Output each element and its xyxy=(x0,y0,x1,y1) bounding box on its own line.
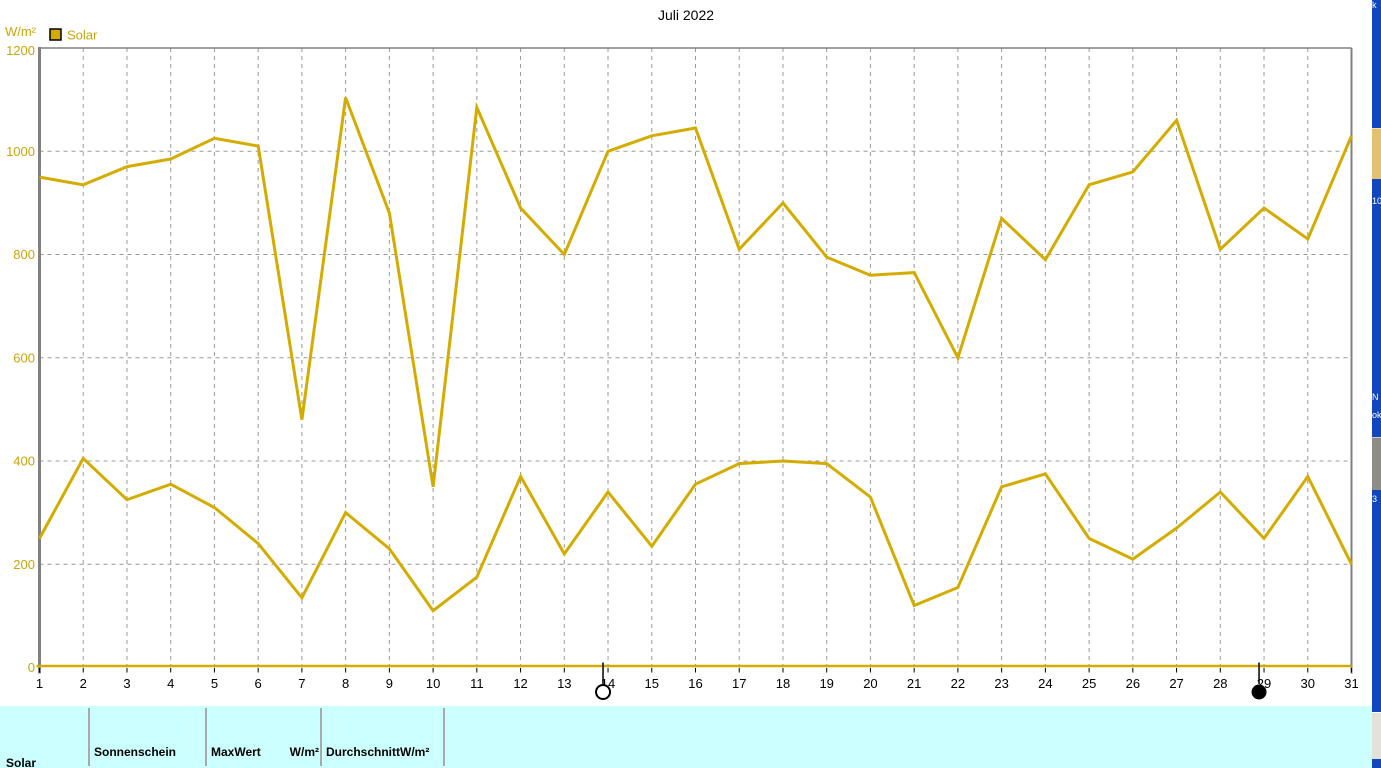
x-day-label: 26 xyxy=(1126,676,1140,691)
folder-icon xyxy=(1372,128,1381,179)
maxwert-header: MaxWert xyxy=(211,745,261,759)
x-day-label: 2 xyxy=(80,676,87,691)
table-divider xyxy=(88,708,90,766)
x-day-label: 6 xyxy=(255,676,262,691)
maxwert-unit-header: W/m² xyxy=(289,745,319,759)
x-day-label: 18 xyxy=(776,676,790,691)
x-day-label: 31 xyxy=(1344,676,1358,691)
y-tick-label: 800 xyxy=(13,247,35,262)
chart-title: Juli 2022 xyxy=(657,7,715,23)
x-day-label: 20 xyxy=(863,676,877,691)
x-day-label: 9 xyxy=(386,676,393,691)
table-divider xyxy=(443,708,445,766)
y-axis-unit-label: W/m² xyxy=(5,24,37,39)
legend-label: Solar xyxy=(67,28,98,43)
summary-row-labels: Solar MaxWert Durchschnitt xyxy=(6,706,86,768)
sunshine-cell: Sonnenschein 160:00 h xyxy=(94,706,202,768)
x-day-label: 12 xyxy=(513,676,527,691)
desktop-icon-label-fragment: ok xyxy=(1372,410,1381,420)
x-day-label: 21 xyxy=(907,676,921,691)
y-tick-label: 400 xyxy=(13,454,35,469)
x-day-label: 5 xyxy=(211,676,218,691)
desktop-icon-label-fragment: 3 xyxy=(1372,494,1378,504)
y-tick-label: 1200 xyxy=(6,43,35,58)
x-day-label: 13 xyxy=(557,676,571,691)
x-day-label: 7 xyxy=(298,676,305,691)
full-moon-icon xyxy=(595,684,612,700)
durchschnitt-header: DurchschnittW/m² xyxy=(326,745,430,759)
maxwert-cell: MaxWert W/m² 08.07. 13:10 1104 xyxy=(211,706,319,768)
x-day-label: 8 xyxy=(342,676,349,691)
series-max-line xyxy=(39,97,1353,488)
y-tick-label: 0 xyxy=(28,660,35,675)
thumbnail-icon xyxy=(1372,437,1381,490)
x-day-label: 17 xyxy=(732,676,746,691)
desktop-icon-label-fragment: k xyxy=(1372,0,1377,10)
x-day-label: 15 xyxy=(645,676,659,691)
desktop-icon-label-fragment: N xyxy=(1372,392,1379,402)
table-divider xyxy=(205,708,207,766)
row-label-solar: Solar xyxy=(6,756,37,768)
new-moon-icon xyxy=(1251,684,1267,700)
table-divider xyxy=(320,708,322,766)
x-day-label: 28 xyxy=(1213,676,1227,691)
x-day-label: 25 xyxy=(1082,676,1096,691)
x-day-label: 23 xyxy=(994,676,1008,691)
x-day-label: 22 xyxy=(951,676,965,691)
x-day-label: 30 xyxy=(1301,676,1315,691)
series-avg-line xyxy=(38,455,1353,613)
x-day-label: 10 xyxy=(426,676,440,691)
legend-swatch xyxy=(49,28,62,41)
desktop-icon-label-fragment: 10 xyxy=(1372,196,1381,206)
sunshine-header: Sonnenschein xyxy=(94,745,177,759)
window-edge-fragment xyxy=(1372,712,1381,759)
desktop-background-strip[interactable]: k 10 N ok 3 xyxy=(1372,0,1381,768)
x-day-label: 1 xyxy=(36,676,43,691)
x-day-label: 4 xyxy=(167,676,174,691)
x-day-label: 24 xyxy=(1038,676,1052,691)
x-day-label: 19 xyxy=(819,676,833,691)
durchschnitt-cell: DurchschnittW/m² 283 xyxy=(326,706,440,768)
y-tick-label: 600 xyxy=(13,350,35,365)
x-day-label: 27 xyxy=(1169,676,1183,691)
x-day-label: 11 xyxy=(470,676,484,691)
x-day-label: 16 xyxy=(688,676,702,691)
x-day-label: 3 xyxy=(123,676,130,691)
y-tick-label: 1000 xyxy=(6,144,35,159)
y-tick-label: 200 xyxy=(13,557,35,572)
summary-table: Solar MaxWert Durchschnitt Sonnenschein … xyxy=(0,706,1372,768)
